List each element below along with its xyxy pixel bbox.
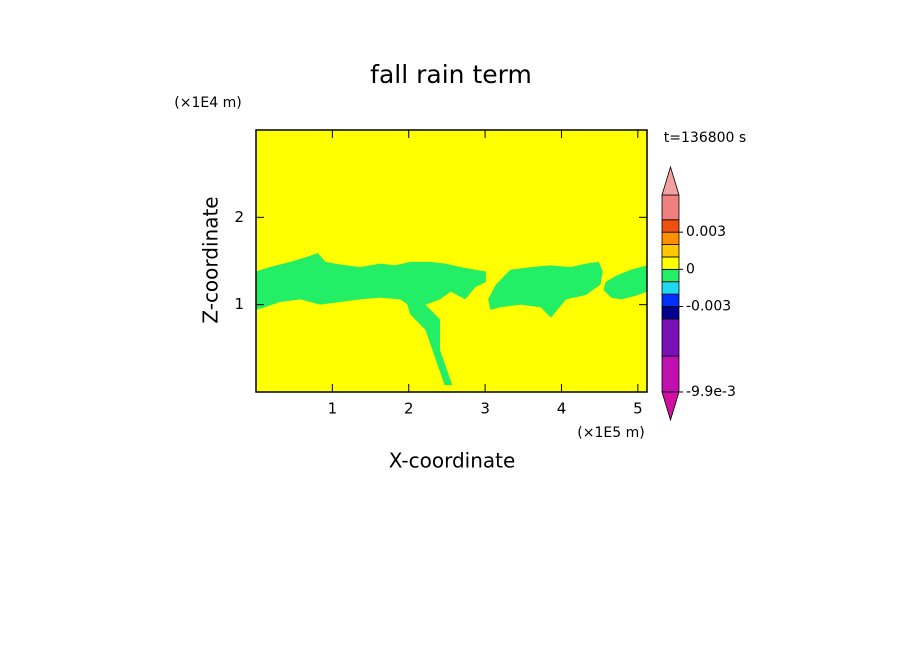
colorbar-segment bbox=[661, 231, 680, 245]
colorbar-tick-label: -9.9e-3 bbox=[686, 384, 736, 400]
y-tick-label: 2 bbox=[234, 208, 244, 226]
colorbar-segment bbox=[661, 318, 680, 357]
colorbar-segment bbox=[661, 293, 680, 307]
x-tick-label: 1 bbox=[328, 400, 338, 418]
colorbar-segment bbox=[661, 281, 680, 295]
colorbar-segment bbox=[661, 219, 680, 233]
colorbar-extend-high bbox=[661, 165, 680, 196]
x-tick-label: 3 bbox=[480, 400, 490, 418]
colorbar-tick-label: -0.003 bbox=[686, 299, 731, 315]
x-tick-label: 2 bbox=[404, 400, 414, 418]
chart-title: fall rain term bbox=[370, 60, 532, 89]
time-label: t=136800 s bbox=[664, 130, 746, 146]
contour-region bbox=[256, 253, 486, 310]
colorbar-segment bbox=[661, 268, 680, 283]
contour-region bbox=[405, 299, 453, 386]
colorbar-segment bbox=[661, 244, 680, 258]
x-tick-label: 4 bbox=[557, 400, 567, 418]
contour-region bbox=[603, 265, 647, 300]
plot-frame bbox=[255, 129, 648, 393]
colorbar-segment bbox=[661, 194, 680, 221]
colorbar-segment bbox=[661, 306, 680, 320]
colorbar-segment bbox=[661, 256, 680, 270]
colorbar-extend-low bbox=[661, 391, 680, 422]
y-axis-label: Z-coordinate bbox=[199, 196, 223, 323]
contour-region bbox=[488, 261, 603, 318]
y-unit: (×1E4 m) bbox=[174, 95, 241, 111]
colorbar-tick-label: 0 bbox=[686, 261, 695, 277]
x-unit: (×1E5 m) bbox=[577, 425, 644, 441]
y-tick-label: 1 bbox=[234, 295, 244, 313]
colorbar-tick-label: 0.003 bbox=[686, 224, 726, 240]
x-tick-label: 5 bbox=[633, 400, 643, 418]
x-axis-label: X-coordinate bbox=[389, 449, 516, 473]
colorbar-segment bbox=[661, 355, 680, 393]
